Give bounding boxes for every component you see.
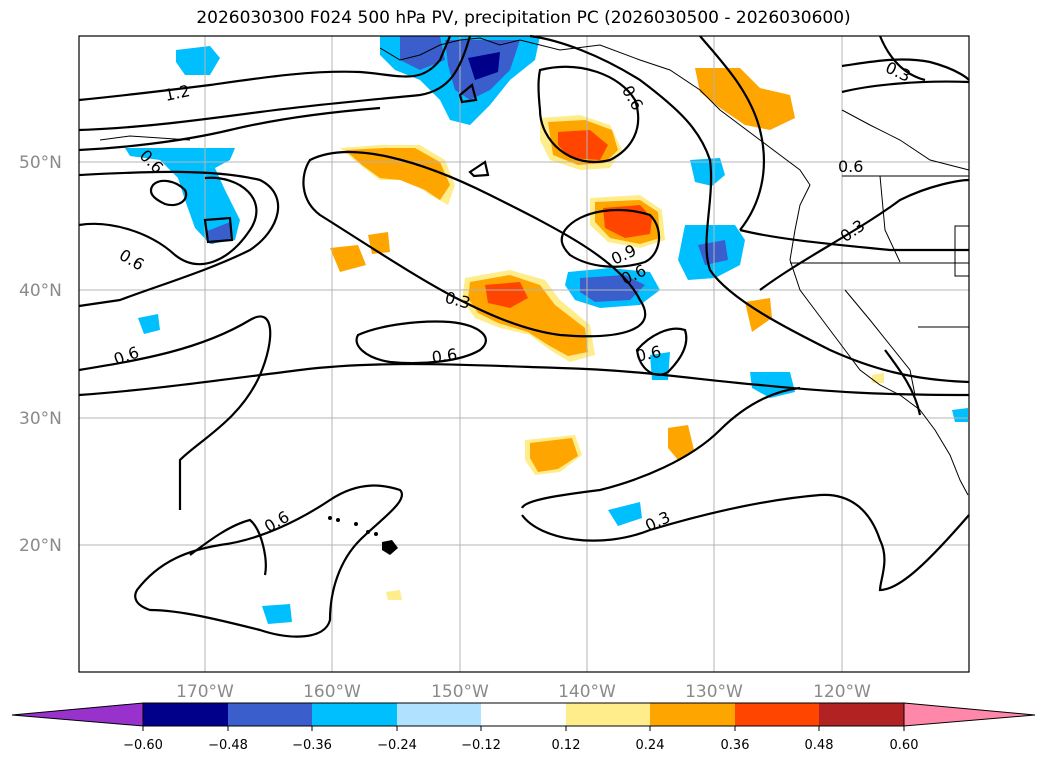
colorbar-tick-6: 0.12 bbox=[552, 738, 581, 753]
contour-label-15: 0.6 bbox=[261, 507, 293, 536]
lat-label-40: 40°N bbox=[19, 281, 62, 301]
colorbar-tick-4: −0.24 bbox=[377, 738, 417, 753]
colorbar-tick-2: −0.48 bbox=[208, 738, 248, 753]
colorbar-bin-5 bbox=[481, 703, 566, 726]
precipitation-shading bbox=[125, 36, 968, 624]
colorbar-bin-9 bbox=[819, 703, 904, 726]
hawaii-islands bbox=[328, 516, 398, 555]
colorbar-tick-3: −0.36 bbox=[292, 738, 332, 753]
colorbar-tick-5: −0.12 bbox=[461, 738, 501, 753]
colorbar-tick-10: 0.60 bbox=[890, 738, 919, 753]
lat-label-30: 30°N bbox=[19, 409, 62, 429]
colorbar-bin-6 bbox=[566, 703, 650, 726]
colorbar-bin-7 bbox=[650, 703, 735, 726]
colorbar-bin-1 bbox=[143, 703, 228, 726]
colorbar-tick-1: −0.60 bbox=[123, 738, 163, 753]
lon-label-120w: 120°W bbox=[813, 682, 871, 702]
contour-label-4: 0.6 bbox=[111, 342, 141, 369]
contour-label-11: 0.3 bbox=[837, 216, 869, 246]
colorbar-tick-7: 0.24 bbox=[636, 738, 665, 753]
latitude-labels: 50°N 40°N 30°N 20°N bbox=[19, 153, 62, 556]
map-frame bbox=[78, 35, 970, 673]
colorbar-bin-8 bbox=[735, 703, 819, 726]
colorbar-tick-8: 0.36 bbox=[721, 738, 750, 753]
colorbar: −0.60 −0.48 −0.36 −0.24 −0.12 0.12 0.24 … bbox=[11, 702, 1036, 753]
lon-label-150w: 150°W bbox=[431, 682, 489, 702]
grid-lines bbox=[79, 36, 969, 672]
colorbar-extend-right bbox=[903, 702, 1036, 727]
lon-label-170w: 170°W bbox=[176, 682, 234, 702]
lon-label-130w: 130°W bbox=[685, 682, 743, 702]
colorbar-tick-9: 0.48 bbox=[805, 738, 834, 753]
colorbar-bin-2 bbox=[228, 703, 312, 726]
colorbar-bin-4 bbox=[397, 703, 481, 726]
colorbar-bin-3 bbox=[312, 703, 397, 726]
lat-label-50: 50°N bbox=[19, 153, 62, 173]
lon-label-160w: 160°W bbox=[303, 682, 361, 702]
contour-label-10: 0.6 bbox=[634, 342, 663, 366]
lon-label-140w: 140°W bbox=[558, 682, 616, 702]
contour-label-6: 0.6 bbox=[431, 345, 459, 367]
contour-label-12: 0.3 bbox=[883, 58, 914, 86]
coastlines bbox=[99, 37, 970, 496]
colorbar-extend-left bbox=[11, 702, 144, 727]
map-title: 2026030300 F024 500 hPa PV, precipitatio… bbox=[196, 8, 851, 28]
longitude-labels: 170°W 160°W 150°W 140°W 130°W 120°W bbox=[176, 682, 871, 702]
contour-label-1: 1.2 bbox=[163, 81, 192, 105]
lat-label-20: 20°N bbox=[19, 536, 62, 556]
pv-contours bbox=[78, 34, 970, 638]
contour-label-13: 0.6 bbox=[838, 157, 863, 176]
contour-label-3: 0.6 bbox=[116, 245, 148, 274]
